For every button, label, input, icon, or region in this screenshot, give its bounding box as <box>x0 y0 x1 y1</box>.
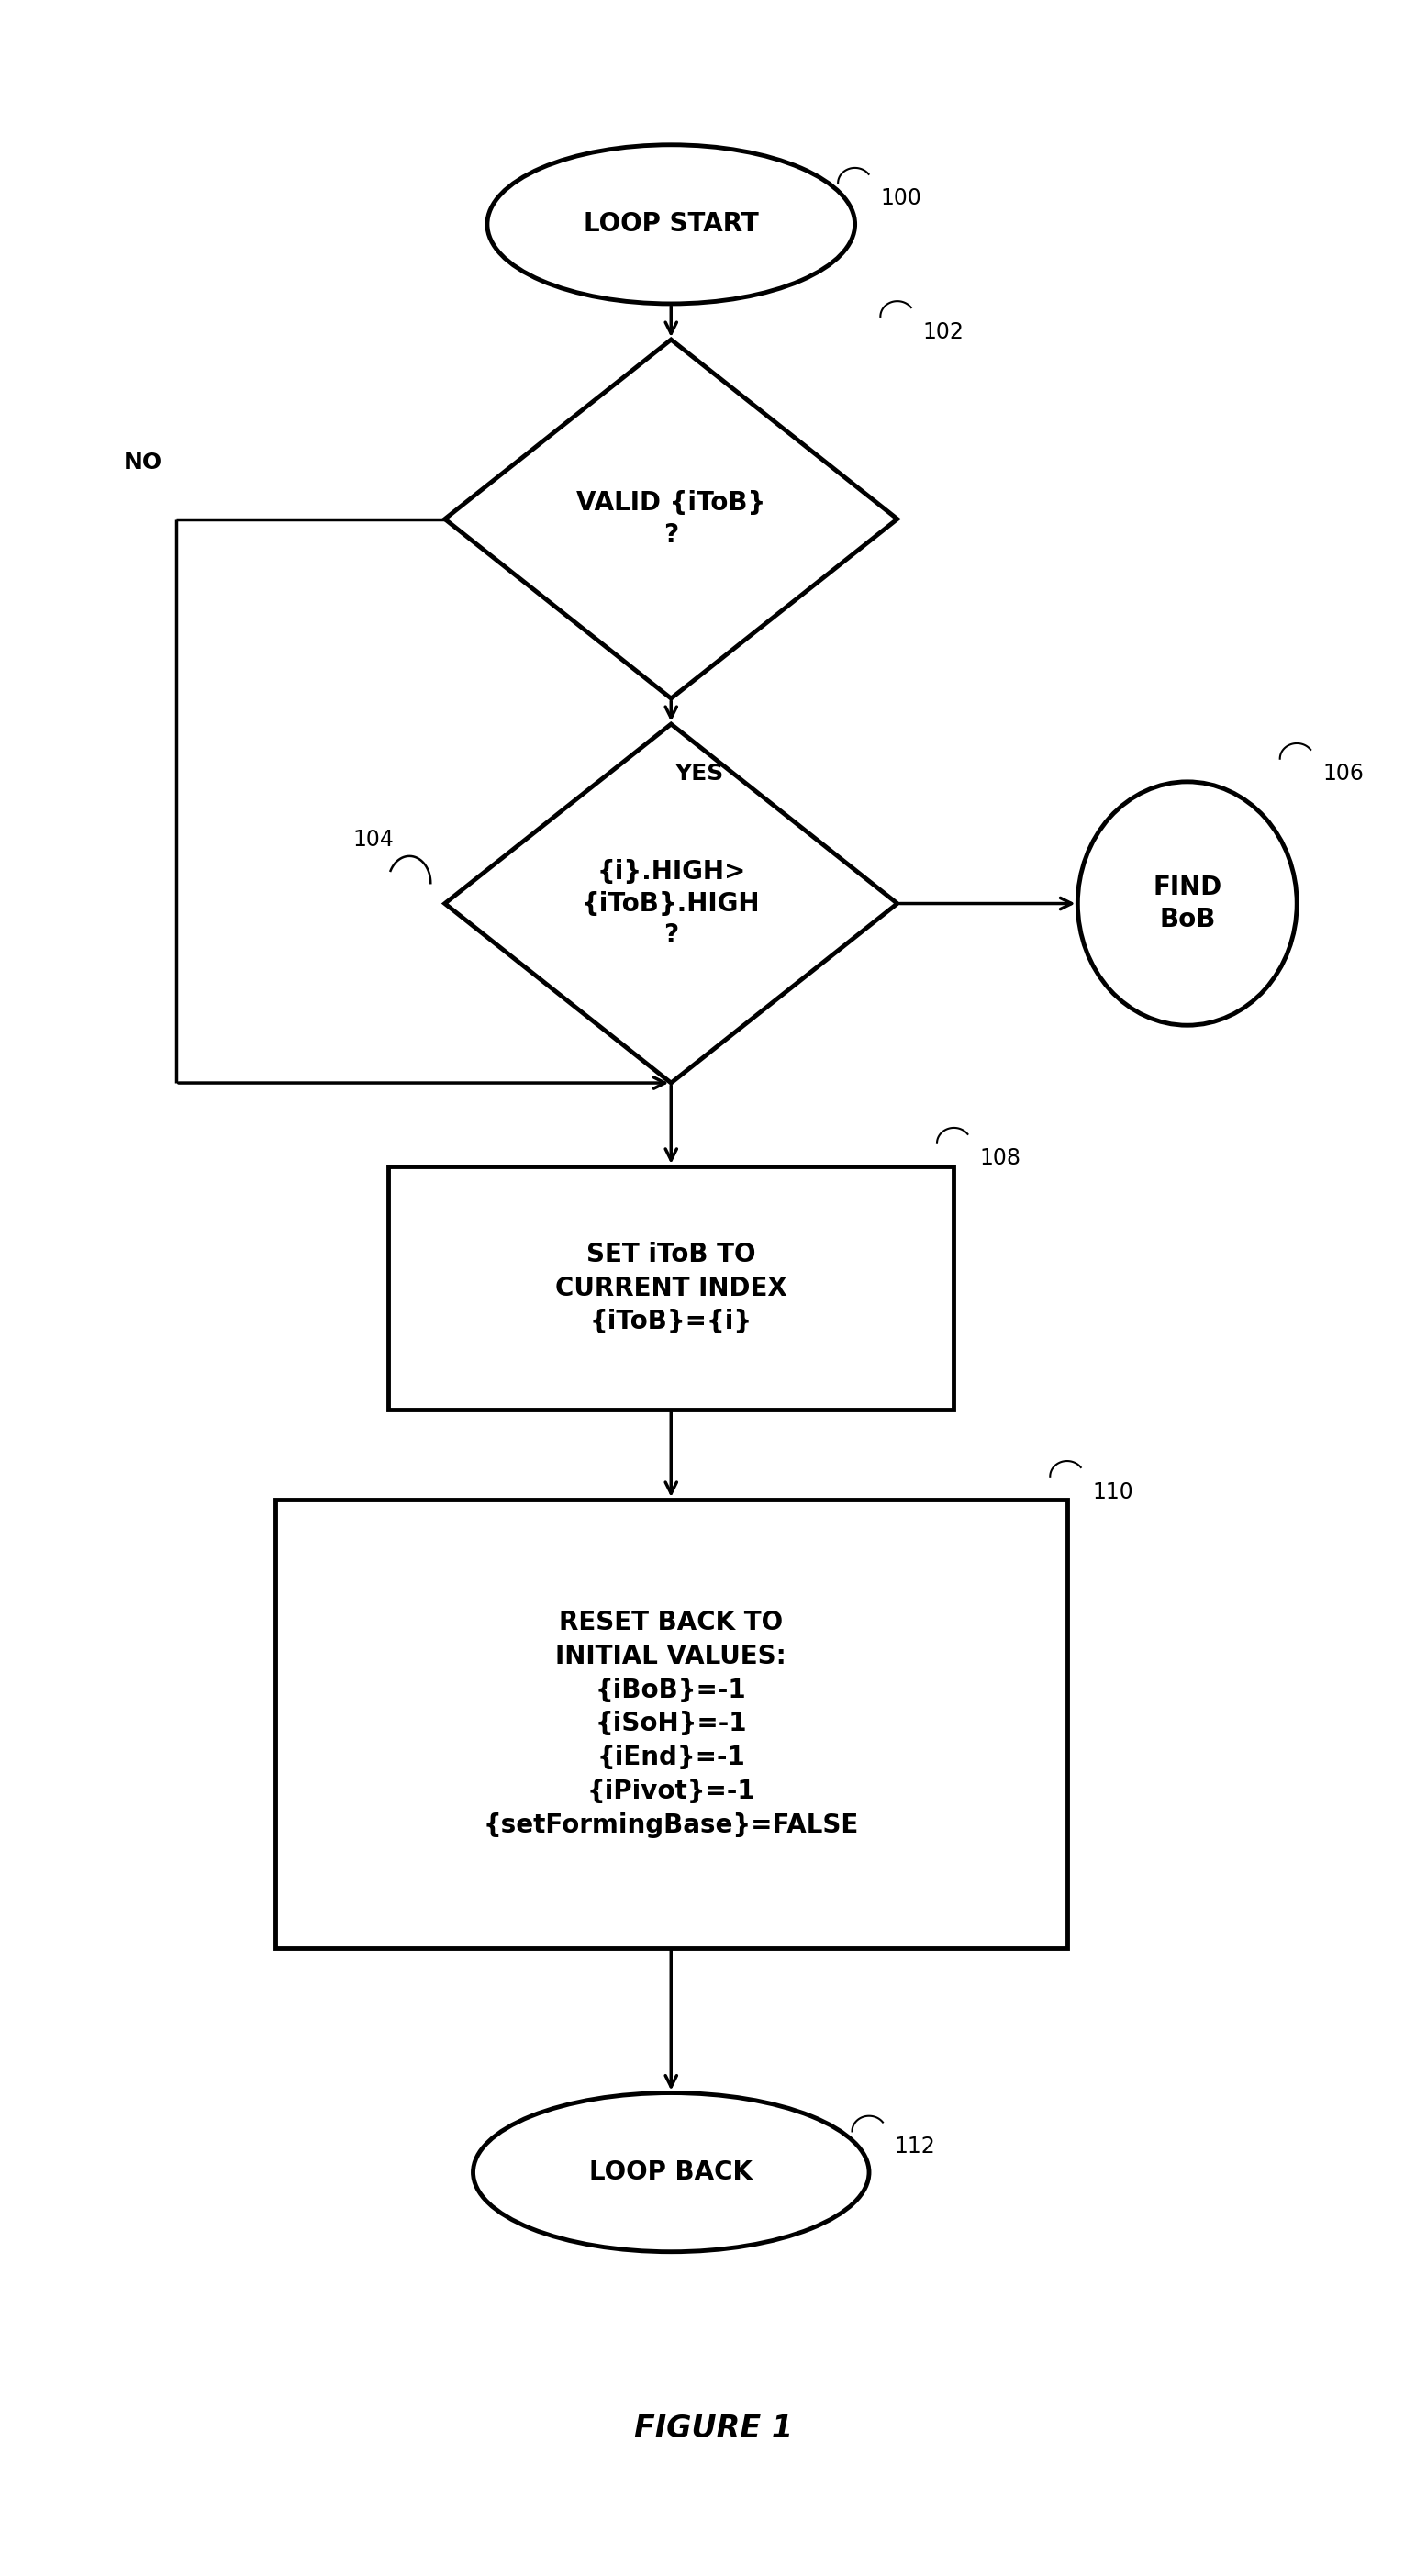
Text: 110: 110 <box>1093 1481 1133 1502</box>
Text: 106: 106 <box>1323 762 1364 786</box>
Text: {i}.HIGH>
{iToB}.HIGH
?: {i}.HIGH> {iToB}.HIGH ? <box>582 858 761 948</box>
Text: VALID {iToB}
?: VALID {iToB} ? <box>577 489 766 549</box>
Text: RESET BACK TO
INITIAL VALUES:
{iBoB}=-1
{iSoH}=-1
{iEnd}=-1
{iPivot}=-1
{setForm: RESET BACK TO INITIAL VALUES: {iBoB}=-1 … <box>484 1610 859 1837</box>
Text: FIND
BoB: FIND BoB <box>1153 876 1222 933</box>
Text: 104: 104 <box>352 829 394 850</box>
Text: LOOP START: LOOP START <box>584 211 759 237</box>
Text: 100: 100 <box>880 188 922 209</box>
Text: NO: NO <box>123 451 161 474</box>
Text: 108: 108 <box>979 1146 1020 1170</box>
Text: YES: YES <box>675 762 723 786</box>
Text: LOOP BACK: LOOP BACK <box>589 2159 753 2184</box>
Bar <box>388 1167 953 1409</box>
Text: SET iToB TO
CURRENT INDEX
{iToB}={i}: SET iToB TO CURRENT INDEX {iToB}={i} <box>555 1242 788 1334</box>
Text: 112: 112 <box>895 2136 936 2159</box>
Bar <box>275 1499 1067 1947</box>
Text: FIGURE 1: FIGURE 1 <box>634 2414 793 2445</box>
Text: 102: 102 <box>923 322 965 343</box>
